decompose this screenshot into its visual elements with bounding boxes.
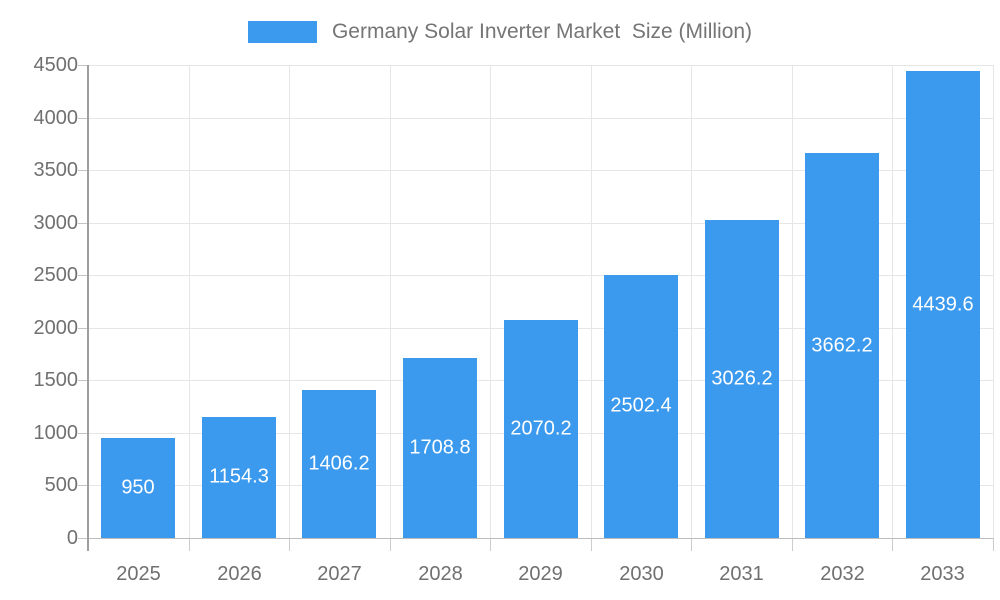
- x-axis-tick: [189, 538, 190, 551]
- y-axis-label: 500: [44, 474, 78, 496]
- y-axis-tick: [78, 223, 88, 224]
- bar-value-label: 2502.4: [610, 394, 672, 417]
- bar-value-label: 1406.2: [308, 452, 370, 475]
- y-axis-label: 1500: [33, 369, 79, 391]
- y-axis-tick: [78, 118, 88, 119]
- bar[interactable]: 1406.2: [302, 390, 376, 538]
- gridline-horizontal: [88, 118, 993, 119]
- gridline-vertical: [591, 65, 592, 538]
- y-axis-tick: [78, 170, 88, 171]
- x-axis-label: 2032: [820, 563, 865, 585]
- y-axis-tick: [78, 328, 88, 329]
- y-axis-label: 3000: [33, 212, 79, 234]
- y-axis-label: 0: [66, 527, 78, 549]
- bar[interactable]: 2070.2: [504, 320, 578, 538]
- x-axis-label: 2026: [217, 563, 262, 585]
- legend[interactable]: Germany Solar Inverter Market Size (Mill…: [0, 19, 1000, 45]
- x-axis-label: 2030: [619, 563, 664, 585]
- gridline-vertical: [490, 65, 491, 538]
- gridline-vertical: [993, 65, 994, 538]
- x-axis-tick: [289, 538, 290, 551]
- bar[interactable]: 3662.2: [805, 153, 879, 538]
- y-axis-label: 4500: [33, 54, 79, 76]
- gridline-horizontal: [88, 223, 993, 224]
- gridline-vertical: [892, 65, 893, 538]
- y-axis-label: 1000: [33, 422, 79, 444]
- bar-value-label: 950: [121, 476, 155, 499]
- x-axis-tick: [490, 538, 491, 551]
- x-axis-label: 2025: [116, 563, 161, 585]
- bar[interactable]: 1154.3: [202, 416, 276, 538]
- x-axis-tick: [591, 538, 592, 551]
- bar[interactable]: 2502.4: [604, 274, 678, 538]
- y-axis-tick: [78, 485, 88, 486]
- x-axis-tick: [691, 538, 692, 551]
- bar-value-label: 1708.8: [409, 436, 471, 459]
- bar[interactable]: 3026.2: [705, 219, 779, 538]
- y-axis-tick: [78, 65, 88, 66]
- y-axis-label: 4000: [33, 107, 79, 129]
- legend-label: Germany Solar Inverter Market Size (Mill…: [331, 20, 753, 43]
- gridline-vertical: [691, 65, 692, 538]
- y-axis-label: 2000: [33, 317, 79, 339]
- bar[interactable]: 4439.6: [906, 71, 980, 538]
- bar[interactable]: 1708.8: [403, 358, 477, 538]
- bar-value-label: 1154.3: [209, 465, 269, 488]
- bar[interactable]: 950: [101, 438, 175, 538]
- gridline-horizontal: [88, 275, 993, 276]
- y-axis-tick: [78, 538, 88, 539]
- gridline-vertical: [289, 65, 290, 538]
- x-axis-tick: [390, 538, 391, 551]
- x-axis-tick: [792, 538, 793, 551]
- y-axis-label: 2500: [33, 264, 79, 286]
- y-axis-line: [87, 65, 89, 551]
- gridline-horizontal: [88, 65, 993, 66]
- gridline-vertical: [189, 65, 190, 538]
- gridline-vertical: [792, 65, 793, 538]
- y-axis-label: 3500: [33, 159, 79, 181]
- gridline-horizontal: [88, 170, 993, 171]
- x-axis-tick: [993, 538, 994, 551]
- x-axis-line: [88, 538, 993, 539]
- x-axis-label: 2028: [418, 563, 463, 585]
- bar-value-label: 2070.2: [510, 417, 572, 440]
- bar-value-label: 4439.6: [912, 293, 974, 316]
- y-axis-tick: [78, 433, 88, 434]
- x-axis-label: 2029: [518, 563, 563, 585]
- x-axis-label: 2027: [317, 563, 362, 585]
- bar-value-label: 3662.2: [811, 334, 873, 357]
- y-axis-tick: [78, 380, 88, 381]
- x-axis-label: 2033: [920, 563, 965, 585]
- x-axis-tick: [892, 538, 893, 551]
- legend-swatch: [247, 21, 317, 43]
- bar-value-label: 3026.2: [711, 367, 773, 390]
- y-axis-tick: [78, 275, 88, 276]
- x-axis-label: 2031: [719, 563, 764, 585]
- gridline-vertical: [390, 65, 391, 538]
